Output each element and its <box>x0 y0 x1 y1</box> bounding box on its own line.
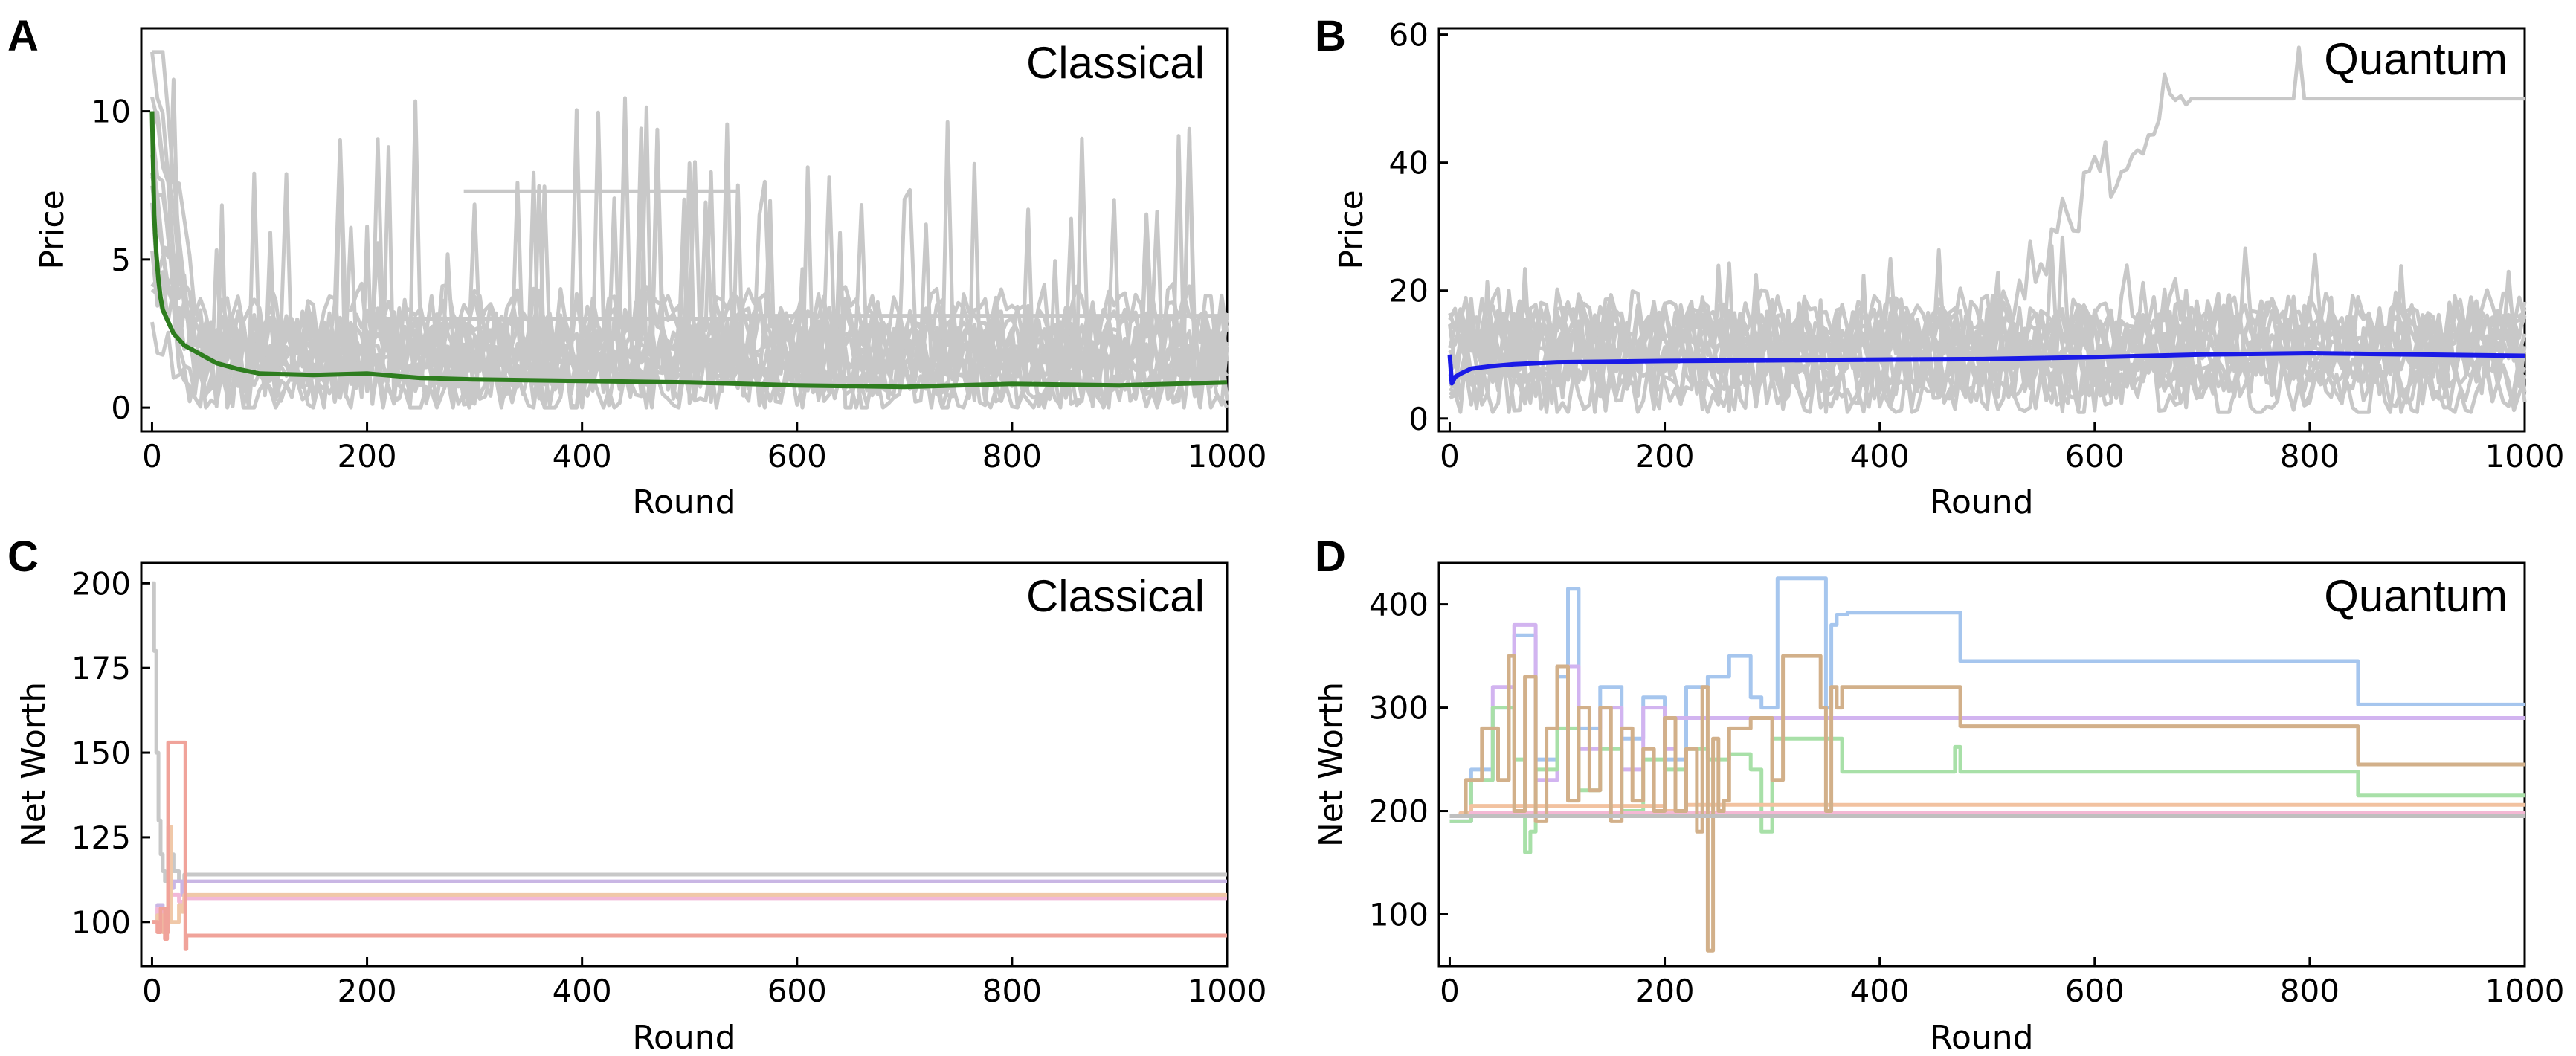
panel-b-ylabel: Price <box>1333 190 1371 269</box>
panel-d-y-tick-label: 200 <box>1369 793 1429 830</box>
panel-d-x-tick-label: 1000 <box>2485 973 2565 1009</box>
panel-c-x-tick-label: 600 <box>767 973 827 1009</box>
panel-b-x-tick-label: 600 <box>2065 438 2125 474</box>
panel-d-x-tick-label: 200 <box>1635 973 1694 1009</box>
panel-b-x-tick-label: 0 <box>1440 438 1460 474</box>
panel-a-ticks: 0 200 400 600 800 1000 0 5 10 <box>91 94 1267 474</box>
panel-b-series-mean-price <box>1447 351 2525 386</box>
panel-a-title: Classical <box>1026 38 1205 88</box>
panel-d-title: Quantum <box>2324 571 2508 621</box>
panel-b-x-tick-label: 800 <box>2280 438 2340 474</box>
panel-c-title: Classical <box>1026 571 1205 621</box>
panel-c: C 0 200 400 600 800 1000 100 125 150 175 200 Class… <box>7 532 1266 1056</box>
panel-d-y-tick-label: 300 <box>1369 690 1429 727</box>
panel-c-y-tick-label: 200 <box>71 565 131 602</box>
panel-a-series <box>149 111 1228 390</box>
panel-c-ylabel: Net Worth <box>15 682 53 847</box>
panel-letter-a: A <box>7 12 39 60</box>
panel-a-y-tick-label: 10 <box>91 94 131 130</box>
panel-a-background-traces <box>150 50 1229 410</box>
panel-c-series-agent-2 <box>152 879 1227 931</box>
panel-a-x-tick-label: 1000 <box>1188 438 1267 474</box>
panel-b-gray-trace <box>1449 274 2526 400</box>
panel-c-series-agent-1 <box>152 581 1227 883</box>
panel-a-gray-trace <box>152 50 1229 350</box>
panel-c-series-agent-5 <box>152 740 1227 951</box>
panel-b-ticks: 0 200 400 600 800 1000 0 20 40 60 <box>1389 17 2565 474</box>
panel-d-series <box>1449 576 2525 953</box>
panel-b-y-tick-label: 40 <box>1389 145 1429 181</box>
panel-d-x-tick-label: 800 <box>2280 973 2340 1009</box>
panel-d-x-tick-label: 600 <box>2065 973 2125 1009</box>
panel-d-ylabel: Net Worth <box>1313 682 1350 847</box>
panel-b-gray-trace <box>1448 295 2527 377</box>
panel-d-x-tick-label: 0 <box>1440 973 1460 1009</box>
panel-a-xlabel: Round <box>632 483 735 521</box>
panel-c-series <box>152 581 1227 951</box>
panel-a-x-tick-label: 400 <box>553 438 612 474</box>
panel-letter-d: D <box>1315 532 1346 581</box>
panel-b-x-tick-label: 400 <box>1850 438 1910 474</box>
panel-d-y-tick-label: 100 <box>1369 897 1429 933</box>
panel-a-series-mean-price <box>149 111 1228 390</box>
panel-letter-b: B <box>1315 12 1346 60</box>
panel-letter-c: C <box>7 532 39 581</box>
panel-a-x-tick-label: 0 <box>142 438 162 474</box>
panel-a-x-tick-label: 800 <box>982 438 1042 474</box>
panel-c-x-tick-label: 800 <box>982 973 1042 1009</box>
panel-d-series-agent-6 <box>1449 654 2525 953</box>
panel-b: B 0 200 400 600 800 1000 0 20 40 60 Quantum Round… <box>1315 12 2564 521</box>
panel-d-series-agent-1 <box>1449 576 2525 823</box>
panel-c-x-tick-label: 0 <box>142 973 162 1009</box>
panel-c-xlabel: Round <box>632 1019 735 1056</box>
panel-c-x-tick-label: 200 <box>337 973 396 1009</box>
panel-c-frame <box>140 561 1229 968</box>
panel-a-frame <box>140 27 1229 433</box>
panel-b-y-tick-label: 0 <box>1408 401 1429 437</box>
panel-c-x-tick-label: 1000 <box>1188 973 1267 1009</box>
panel-a-ylabel: Price <box>33 190 71 269</box>
panel-b-title: Quantum <box>2324 34 2508 84</box>
panel-b-y-tick-label: 60 <box>1389 17 1429 54</box>
panel-c-y-tick-label: 150 <box>71 735 131 771</box>
panel-a-x-tick-label: 600 <box>767 438 827 474</box>
panel-d-ticks: 0 200 400 600 800 1000 100 200 300 400 <box>1369 587 2565 1009</box>
panel-d-x-tick-label: 400 <box>1850 973 1910 1009</box>
panel-d-xlabel: Round <box>1930 1019 2033 1056</box>
panel-b-xlabel: Round <box>1930 483 2033 521</box>
panel-d-y-tick-label: 400 <box>1369 587 1429 623</box>
panel-b-series <box>1447 351 2525 386</box>
panel-c-y-tick-label: 100 <box>71 904 131 941</box>
panel-b-x-tick-label: 200 <box>1635 438 1694 474</box>
panel-c-y-tick-label: 125 <box>71 820 131 856</box>
panel-b-background-traces <box>1448 45 2527 414</box>
panel-c-y-tick-label: 175 <box>71 650 131 686</box>
panel-a-y-tick-label: 5 <box>111 242 131 278</box>
panel-a-x-tick-label: 200 <box>337 438 396 474</box>
panel-c-ticks: 0 200 400 600 800 1000 100 125 150 175 200 <box>71 565 1267 1009</box>
panel-b-x-tick-label: 1000 <box>2485 438 2565 474</box>
panel-b-frame <box>1437 27 2526 433</box>
panel-b-y-tick-label: 20 <box>1389 273 1429 309</box>
panel-a-gray-trace <box>150 127 1229 387</box>
panel-a-y-tick-label: 0 <box>111 390 131 426</box>
panel-c-x-tick-label: 400 <box>553 973 612 1009</box>
